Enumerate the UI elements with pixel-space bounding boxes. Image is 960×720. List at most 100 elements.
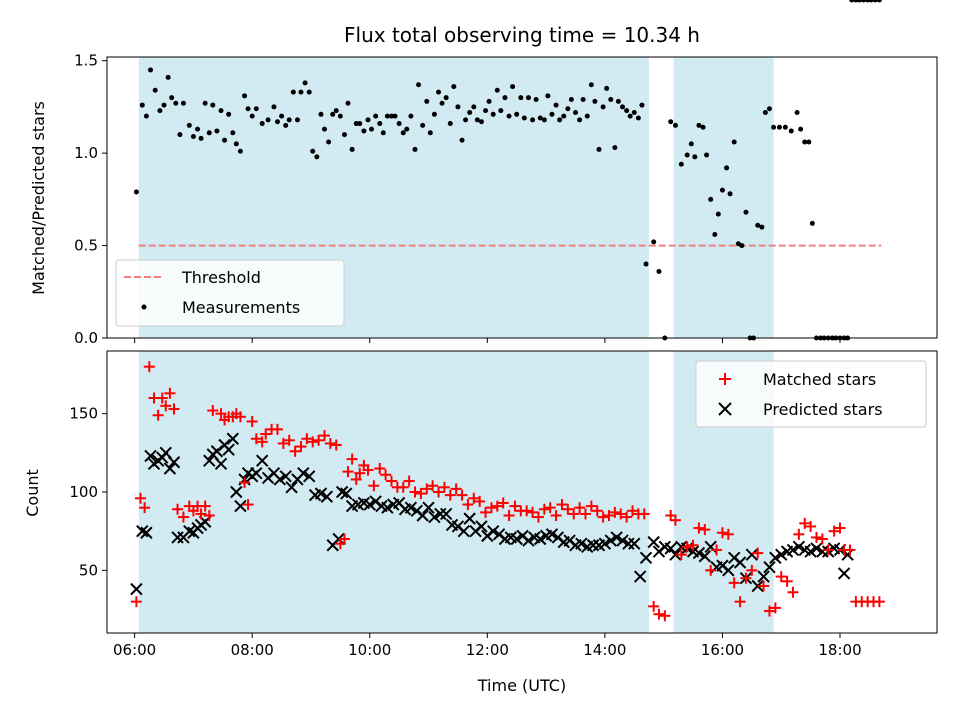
legend-box <box>115 259 345 327</box>
predicted-star-point <box>810 542 823 555</box>
matched-star-point <box>693 522 705 534</box>
measurement-point <box>762 109 768 115</box>
measurement-point <box>794 109 800 115</box>
measurement-point <box>431 111 437 117</box>
matched-star-point <box>139 502 151 514</box>
measurement-point <box>521 115 527 121</box>
measurement-point <box>302 80 308 86</box>
measurement-point <box>688 141 694 147</box>
predicted-star-point <box>163 462 177 475</box>
measurement-point <box>286 117 292 123</box>
matched-star-point <box>433 486 445 498</box>
measurement-point <box>357 121 363 127</box>
measurement-point <box>553 102 559 108</box>
predicted-star-point <box>303 470 316 483</box>
matched-star-point <box>380 469 392 481</box>
matched-star-point <box>669 514 681 526</box>
matched-star-point <box>415 488 427 500</box>
measurement-point <box>620 104 626 110</box>
measurement-point <box>788 128 794 134</box>
measurement-point <box>651 239 657 245</box>
measurement-point <box>612 145 618 151</box>
matched-star-point <box>746 564 758 576</box>
matched-star-point <box>289 445 301 457</box>
predicted-star-point <box>757 570 770 583</box>
matched-star-point <box>301 433 313 445</box>
measurement-point <box>510 84 516 90</box>
measurement-point <box>337 113 343 119</box>
predicted-star-point <box>804 545 817 558</box>
matched-star-point <box>450 483 462 495</box>
measurement-point <box>572 109 578 115</box>
measurement-point <box>416 82 422 88</box>
matched-star-point <box>781 575 793 587</box>
predicted-star-point <box>786 543 800 557</box>
predicted-star-point <box>837 567 851 580</box>
predicted-star-point <box>616 534 629 547</box>
matched-star-point <box>168 403 180 415</box>
ratio-panel: 0.0 0.5 1.0 1.5 Matched/Predicted stars Thr… <box>29 0 938 347</box>
predicted-star-point <box>698 550 712 563</box>
predicted-star-point <box>522 534 535 547</box>
measurement-point <box>704 152 710 158</box>
matched-star-point <box>318 430 330 442</box>
measurement-point <box>298 89 304 95</box>
predicted-star-point <box>381 501 394 514</box>
measurement-point <box>656 268 662 274</box>
predicted-stars-legend-label: Predicted stars <box>763 400 883 419</box>
matched-star-point <box>271 423 283 435</box>
matched-star-point <box>740 572 752 584</box>
matched-star-point <box>160 400 172 412</box>
count-panel: 50 100 150 06:00 08:00 10:00 12:00 14:00 16:00 1… <box>23 350 938 695</box>
ratio-plot-frame <box>106 56 938 339</box>
ratio-legend: Threshold Measurements <box>115 259 345 327</box>
measurement-point <box>459 137 465 143</box>
measurement-point <box>306 89 312 95</box>
matched-star-point <box>338 533 350 545</box>
predicted-star-point <box>230 485 243 499</box>
matched-star-point <box>538 503 550 515</box>
matched-star-point <box>648 600 660 612</box>
measurement-point <box>533 97 539 103</box>
matched-star-point <box>711 544 723 556</box>
predicted-star-point <box>167 456 181 469</box>
x-tick-label: 10:00 <box>348 641 391 659</box>
predicted-stars-series <box>130 432 854 596</box>
matched-star-point <box>397 481 409 493</box>
measurement-point <box>561 113 567 119</box>
predicted-star-point <box>457 524 471 538</box>
measurement-point <box>310 148 316 154</box>
matched-star-point <box>591 505 603 517</box>
predicted-star-point <box>363 498 376 511</box>
predicted-star-point <box>314 487 328 500</box>
measurement-point <box>868 0 874 3</box>
measurement-point <box>321 126 327 132</box>
matched-star-point <box>653 608 665 620</box>
predicted-star-point <box>297 466 310 480</box>
x-tick-label: 18:00 <box>818 641 861 659</box>
measurement-point <box>400 130 406 136</box>
x-tick-label: 16:00 <box>701 641 744 659</box>
y-tick-label: 0.0 <box>74 329 98 347</box>
matched-star-point <box>250 433 262 445</box>
measurement-point <box>373 113 379 119</box>
measurements-legend-label: Measurements <box>182 298 300 317</box>
measurement-point <box>624 108 630 114</box>
measurement-point <box>294 117 300 123</box>
matched-star-point <box>203 510 215 521</box>
matched-star-point <box>277 437 289 449</box>
matched-star-point <box>462 499 474 511</box>
matched-star-point <box>627 505 639 517</box>
predicted-star-point <box>575 537 588 550</box>
predicted-star-point <box>751 579 764 593</box>
matched-star-point <box>556 499 568 511</box>
predicted-star-point <box>250 466 263 480</box>
matched-star-point <box>374 463 386 474</box>
measurement-point <box>565 106 571 112</box>
measurement-point <box>206 130 212 136</box>
matched-star-point <box>468 492 480 504</box>
predicted-star-point <box>669 548 682 561</box>
matched-star-point <box>816 533 828 545</box>
measurement-point <box>809 220 815 226</box>
